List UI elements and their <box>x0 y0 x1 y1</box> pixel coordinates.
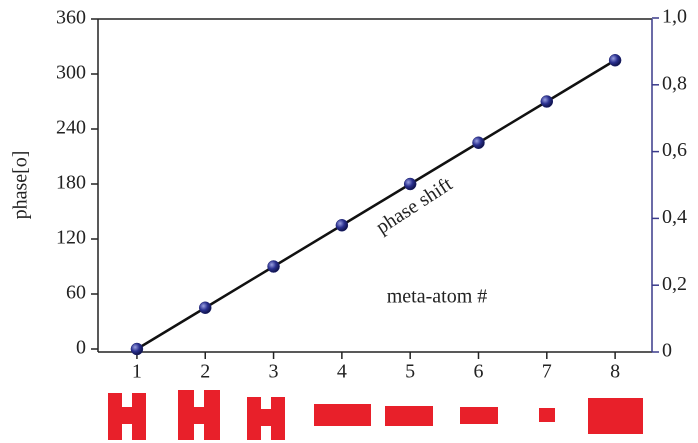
annotation: meta-atom # <box>387 286 488 308</box>
marker <box>472 136 485 149</box>
x-tick-label: 1 <box>132 361 142 383</box>
meta-atom-icons <box>108 390 643 440</box>
marker <box>130 342 144 356</box>
y2-tick-label: 1,0 <box>662 6 687 28</box>
y-tick-label: 120 <box>56 227 86 249</box>
x-tick-label: 6 <box>473 361 483 383</box>
y-axis-label: phase[o] <box>10 151 32 220</box>
y2-tick-label: 0,2 <box>662 273 687 295</box>
marker <box>403 177 417 191</box>
marker <box>198 301 212 314</box>
y-tick-label: 180 <box>56 172 86 194</box>
x-tick-label: 4 <box>337 361 347 383</box>
marker <box>335 219 349 232</box>
y-tick-label: 0 <box>76 337 86 359</box>
y-tick-label: 360 <box>56 7 86 29</box>
y-tick-label: 300 <box>56 62 86 84</box>
x-tick-label: 2 <box>200 361 210 383</box>
y2-tick-label: 0 <box>662 340 672 362</box>
marker <box>608 54 622 67</box>
y2-tick-label: 0,8 <box>662 72 687 94</box>
y-tick-label: 240 <box>56 117 86 139</box>
x-tick-label: 5 <box>405 361 415 383</box>
y2-tick-label: 0,4 <box>662 206 687 228</box>
y2-tick-label: 0,6 <box>662 139 687 161</box>
x-tick-label: 8 <box>610 361 620 383</box>
line <box>136 59 616 351</box>
x-tick-label: 3 <box>269 361 279 383</box>
marker <box>540 95 554 108</box>
x-tick-label: 7 <box>542 361 552 383</box>
y-tick-label: 60 <box>66 282 86 304</box>
marker <box>267 260 280 273</box>
